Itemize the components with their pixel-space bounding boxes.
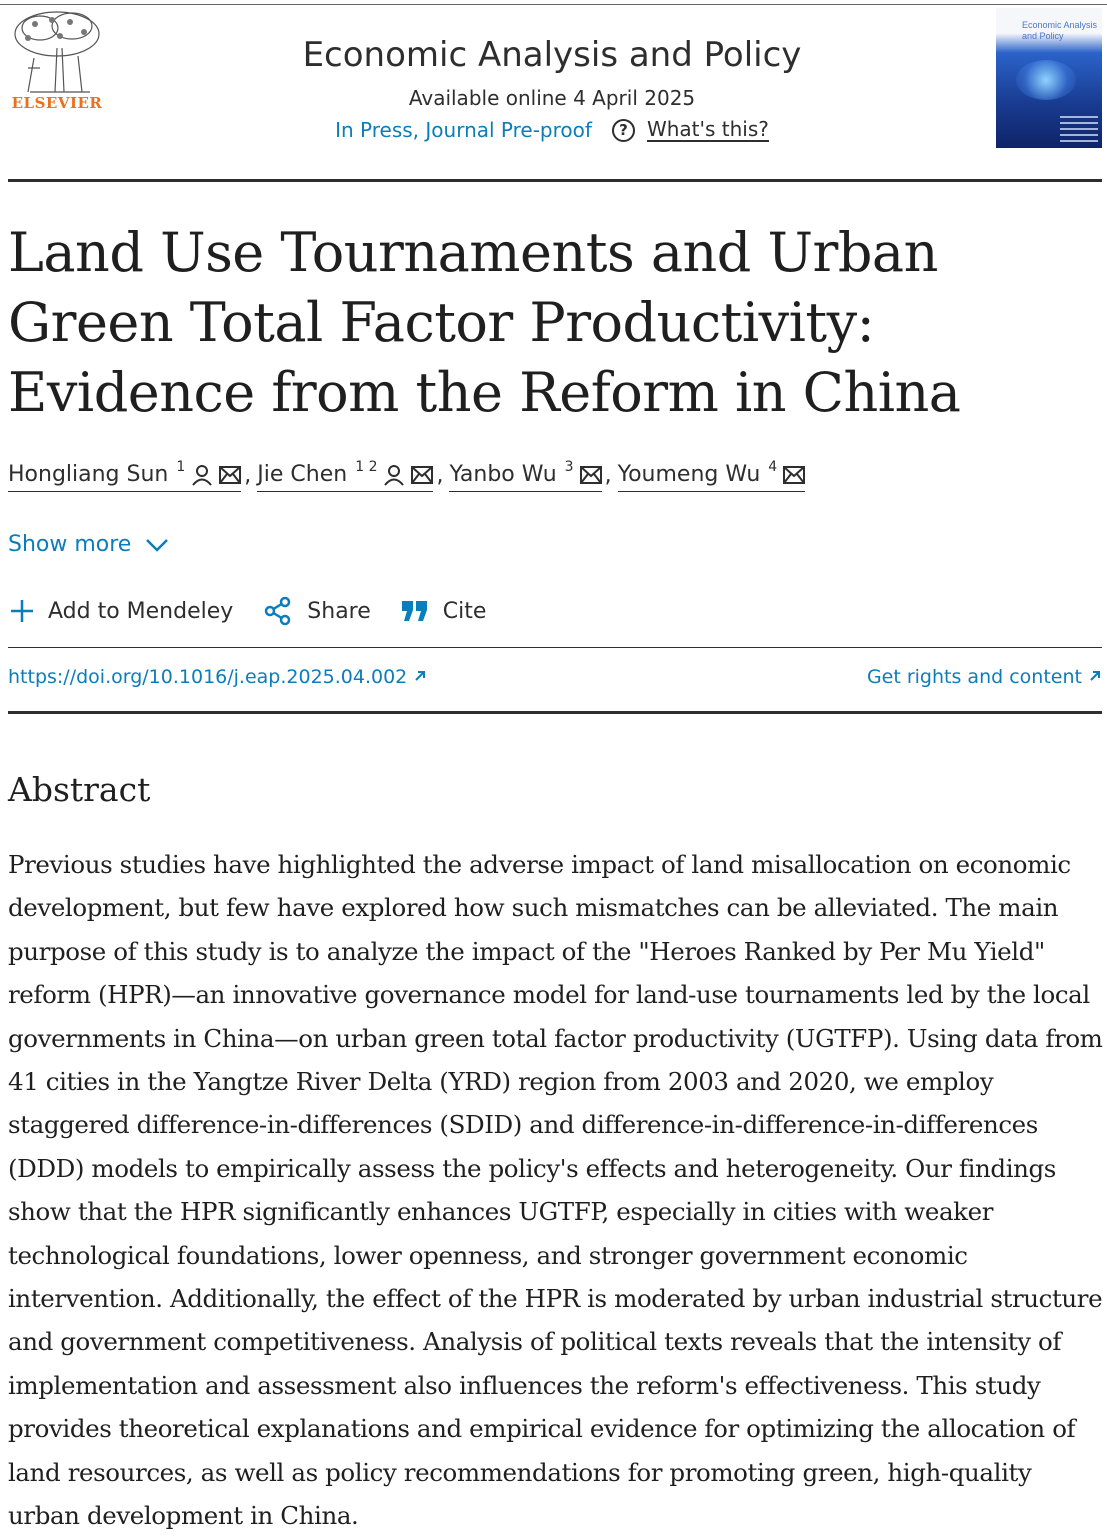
- plus-icon: [11, 600, 33, 622]
- external-link-icon: [415, 671, 426, 681]
- cover-artwork: [1016, 60, 1076, 100]
- share-icon: [265, 596, 291, 626]
- article-actions: Add to Mendeley Share Cite: [10, 596, 516, 626]
- rights-text: Get rights and content: [866, 666, 1082, 688]
- cover-title: Economic Analysis and Policy: [1022, 20, 1098, 41]
- email-icon: [411, 465, 434, 484]
- author-affiliation-sup: 1 2: [355, 458, 378, 475]
- author-name: Youmeng Wu: [617, 462, 761, 487]
- author-link[interactable]: Yanbo Wu 3: [449, 458, 602, 492]
- publisher-name: ELSEVIER: [11, 94, 103, 112]
- author-name: Jie Chen: [257, 462, 348, 487]
- header-divider: [8, 179, 1102, 182]
- doi-link[interactable]: https://doi.org/10.1016/j.eap.2025.04.00…: [8, 666, 427, 688]
- top-border: [0, 4, 1107, 5]
- person-icon: [192, 464, 213, 486]
- author-link[interactable]: Jie Chen 1 2: [257, 458, 434, 492]
- doi-text: https://doi.org/10.1016/j.eap.2025.04.00…: [8, 666, 408, 688]
- abstract-heading: Abstract: [8, 770, 151, 809]
- elsevier-tree-icon: [14, 11, 100, 93]
- share-label: Share: [307, 598, 371, 624]
- journal-header: Economic Analysis and Policy Available o…: [250, 30, 854, 142]
- available-online-date: Available online 4 April 2025: [408, 86, 696, 110]
- email-icon: [219, 465, 242, 484]
- author-affiliation-sup: 3: [564, 458, 574, 475]
- author-list: Hongliang Sun 1 , Jie Chen 1 2 , Yanbo Wu 3…: [8, 458, 806, 492]
- show-more-label: Show more: [8, 532, 132, 557]
- question-mark-icon: ?: [611, 118, 635, 142]
- actions-divider: [8, 647, 1102, 648]
- author-separator: ,: [604, 463, 612, 488]
- quote-icon: [401, 601, 427, 621]
- elsevier-logo[interactable]: ELSEVIER: [8, 8, 106, 112]
- author-affiliation-sup: 1: [176, 458, 186, 475]
- whats-this-button[interactable]: ? What's this?: [611, 117, 769, 142]
- person-icon: [384, 464, 405, 486]
- article-title: Land Use Tournaments and Urban Green Tot…: [8, 221, 961, 424]
- whats-this-label: What's this?: [646, 117, 769, 142]
- author-link[interactable]: Hongliang Sun 1: [8, 458, 242, 492]
- author-name: Hongliang Sun: [8, 462, 169, 487]
- abstract-text: Previous studies have highlighted the ad…: [8, 850, 1103, 1531]
- email-icon: [579, 465, 602, 484]
- share-button[interactable]: Share: [263, 596, 371, 626]
- cite-button[interactable]: Cite: [401, 598, 487, 624]
- add-to-mendeley-button[interactable]: Add to Mendeley: [10, 599, 233, 624]
- show-more-button[interactable]: Show more: [8, 532, 169, 557]
- author-separator: ,: [244, 463, 252, 488]
- doi-divider: [8, 711, 1102, 714]
- author-separator: ,: [436, 463, 444, 488]
- journal-status-link[interactable]: In Press, Journal Pre-proof: [335, 118, 592, 142]
- author-name: Yanbo Wu: [449, 462, 557, 487]
- doi-row: https://doi.org/10.1016/j.eap.2025.04.00…: [8, 666, 1102, 688]
- cite-label: Cite: [442, 598, 487, 624]
- journal-title[interactable]: Economic Analysis and Policy: [302, 35, 802, 75]
- author-affiliation-sup: 4: [768, 458, 778, 475]
- cover-editors-text: [1060, 116, 1098, 144]
- external-link-icon: [1090, 671, 1100, 681]
- add-to-mendeley-label: Add to Mendeley: [48, 598, 234, 624]
- email-icon: [783, 465, 806, 484]
- rights-link[interactable]: Get rights and content: [867, 666, 1102, 688]
- status-row: In Press, Journal Pre-proof ? What's thi…: [250, 118, 854, 142]
- chevron-down-icon: [146, 538, 169, 552]
- author-link[interactable]: Youmeng Wu 4: [617, 458, 806, 492]
- journal-cover-image[interactable]: Economic Analysis and Policy: [996, 8, 1102, 148]
